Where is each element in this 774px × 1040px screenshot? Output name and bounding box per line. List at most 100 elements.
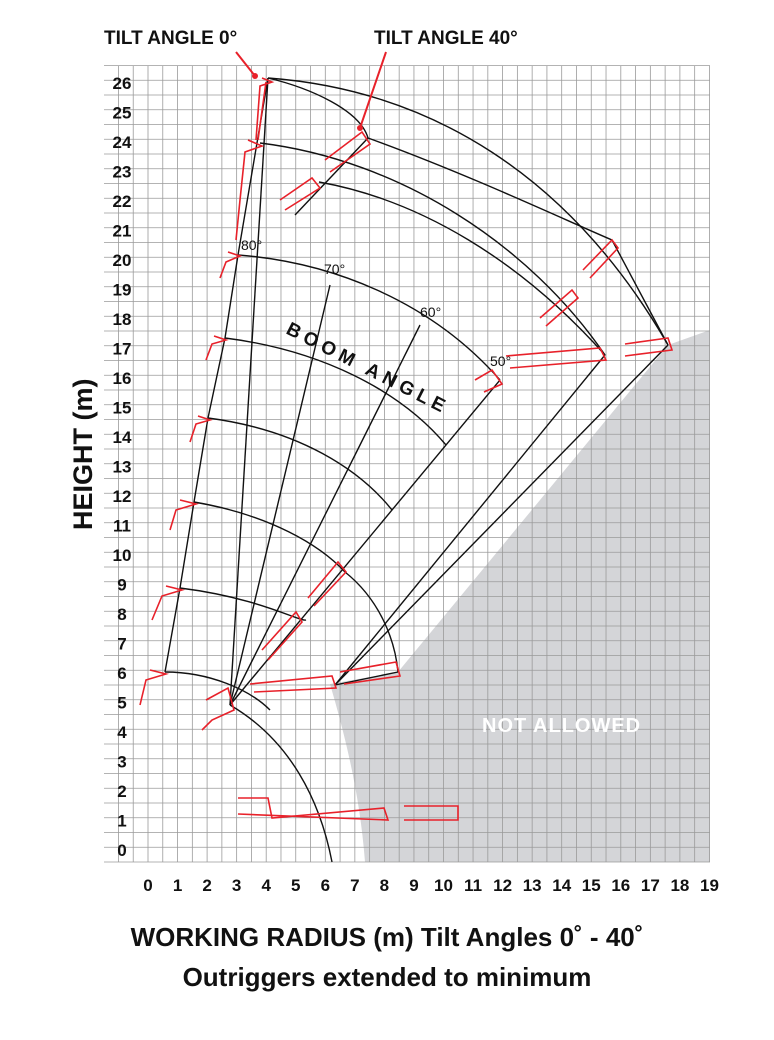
boom-40tilt-21: [582, 238, 620, 279]
boom-40tilt-9: [307, 560, 348, 607]
y-axis-label: HEIGHT (m): [68, 379, 98, 531]
boom-outer-17: [624, 337, 674, 357]
reach-envelope: [164, 77, 669, 863]
working-range-chart: 0123456789101112131415161718192021222324…: [68, 28, 719, 895]
envelope-outer-tilt-40: [611, 239, 669, 346]
x-tick-label: 8: [380, 876, 389, 895]
y-tick-label: 20: [113, 251, 132, 270]
y-tick-label: 3: [117, 753, 126, 772]
boom-angle-50-label: 50°: [490, 353, 511, 369]
boom-low-6: [249, 675, 338, 693]
boom-0tilt-20: [219, 251, 243, 279]
boom-stowed: [237, 797, 390, 821]
chart-axes: 0123456789101112131415161718192021222324…: [113, 74, 719, 895]
boom-ray-40tilt-upper: [294, 137, 369, 216]
tilt-0-pointer: [235, 51, 256, 77]
boom-angle-80-label: 80°: [241, 237, 262, 253]
caption-working-radius: WORKING RADIUS (m) Tilt Angles 0˚ - 40˚: [130, 922, 644, 952]
x-tick-label: 19: [700, 876, 719, 895]
boom-ray-low-40: [334, 344, 669, 686]
envelope-arc-2: [259, 142, 606, 356]
tilt-40-pointer-dot: [357, 125, 363, 131]
envelope-inner-outer-0tilt: [267, 77, 369, 139]
x-tick-label: 12: [493, 876, 512, 895]
y-tick-label: 26: [113, 74, 132, 93]
y-tick-label: 10: [113, 546, 132, 565]
x-tick-label: 5: [291, 876, 300, 895]
boom-angle-70-label: 70°: [324, 261, 345, 277]
boom-ray-50: [229, 379, 501, 706]
x-tick-label: 14: [552, 876, 571, 895]
boom-0tilt-6: [139, 669, 170, 706]
boom-40tilt-18: [539, 288, 580, 327]
y-tick-label: 23: [113, 163, 132, 182]
y-tick-label: 12: [113, 487, 132, 506]
boom-50-lower: [474, 368, 504, 393]
boom-stowed-tip: [404, 805, 459, 821]
x-tick-label: 7: [350, 876, 359, 895]
y-tick-label: 2: [117, 782, 126, 801]
envelope-upper-link: [318, 181, 606, 356]
x-tick-label: 10: [434, 876, 453, 895]
envelope-bottom-link: [334, 671, 399, 686]
y-tick-label: 19: [113, 281, 132, 300]
y-tick-label: 21: [113, 222, 132, 241]
y-tick-label: 0: [117, 841, 126, 860]
boom-pivot-stack: [201, 686, 235, 731]
x-tick-label: 9: [409, 876, 418, 895]
y-tick-label: 17: [113, 340, 132, 359]
y-tick-label: 24: [113, 133, 132, 152]
envelope-arc-6: [193, 501, 346, 573]
envelope-floor-sweep: [229, 704, 333, 863]
caption-outriggers: Outriggers extended to minimum: [182, 962, 592, 992]
y-tick-label: 6: [117, 664, 126, 683]
envelope-arc-7: [179, 587, 307, 621]
tilt-0-label: TILT ANGLE 0°: [104, 28, 237, 49]
boom-0tilt-24: [235, 139, 265, 241]
boom-silhouettes: [139, 77, 674, 821]
tilt-0-pointer-dot: [252, 73, 258, 79]
boom-low-6b: [339, 661, 402, 685]
boom-ray-80: [229, 77, 269, 706]
y-tick-label: 9: [117, 576, 126, 595]
boom-ray-70: [229, 284, 331, 706]
x-tick-label: 15: [582, 876, 601, 895]
boom-ray-60: [229, 324, 421, 706]
envelope-arc-3: [237, 254, 501, 381]
x-tick-label: 0: [143, 876, 152, 895]
boom-angle-60-label: 60°: [420, 304, 441, 320]
x-tick-label: 2: [202, 876, 211, 895]
y-tick-label: 22: [113, 192, 132, 211]
envelope-40tilt-arc: [367, 137, 613, 241]
y-tick-label: 14: [113, 428, 132, 447]
y-tick-label: 25: [113, 104, 132, 123]
y-tick-label: 13: [113, 458, 132, 477]
x-tick-label: 11: [464, 876, 482, 895]
boom-0tilt-9: [151, 585, 186, 621]
not-allowed-label: NOT ALLOWED: [482, 715, 641, 737]
boom-mid-50: [505, 347, 608, 369]
boom-40tilt-23: [279, 176, 322, 211]
y-tick-label: 7: [117, 635, 126, 654]
boom-40tilt-7: [261, 610, 303, 661]
y-tick-label: 15: [113, 399, 132, 418]
boom-0tilt-12: [169, 499, 200, 531]
x-tick-label: 17: [641, 876, 660, 895]
y-tick-label: 18: [113, 310, 132, 329]
envelope-arc-4: [224, 337, 447, 446]
x-tick-label: 13: [523, 876, 542, 895]
x-tick-label: 18: [670, 876, 689, 895]
x-tick-label: 3: [232, 876, 241, 895]
tilt-40-label: TILT ANGLE 40°: [374, 28, 518, 49]
boom-0tilt-14: [189, 415, 213, 443]
x-tick-label: 6: [321, 876, 330, 895]
envelope-arc-8: [164, 671, 271, 711]
y-tick-label: 11: [113, 517, 131, 536]
y-tick-label: 5: [117, 694, 126, 713]
y-tick-label: 8: [117, 605, 126, 624]
y-tick-label: 1: [117, 812, 126, 831]
x-tick-label: 4: [261, 876, 271, 895]
tilt-40-pointer: [359, 51, 387, 129]
y-tick-label: 16: [113, 369, 132, 388]
x-tick-label: 16: [611, 876, 630, 895]
